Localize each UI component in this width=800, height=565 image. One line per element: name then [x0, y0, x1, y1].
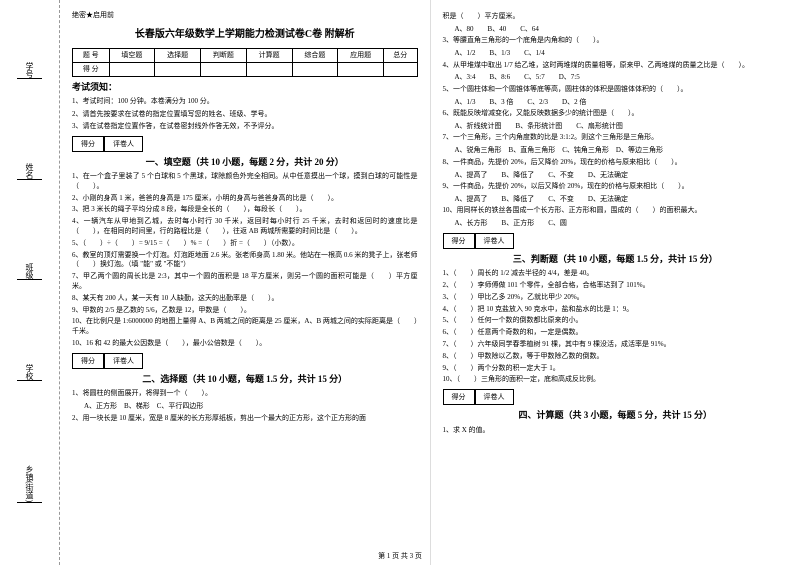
score-6 — [338, 62, 384, 76]
scorebox-3: 得分 评卷人 — [443, 233, 789, 249]
q1-6: 6、教室的顶灯需要换一个灯泡。灯泡距地面 2.6 米。张老师身高 1.80 米。… — [72, 251, 418, 271]
content-columns: 绝密★启用前 长春版六年级数学上学期能力检测试卷C卷 附解析 题 号 填空题 选… — [60, 0, 800, 565]
section4-title: 四、计算题（共 3 小题，每题 5 分，共计 15 分） — [443, 409, 789, 423]
sb-b: 评卷人 — [104, 136, 143, 152]
right-column: 积是（ ）平方厘米。 A、80 B、40 C、64 3、等腰直角三角形的一个底角… — [431, 0, 800, 565]
q2r-0o: A、80 B、40 C、64 — [455, 24, 789, 35]
score-1 — [109, 62, 155, 76]
scorebox-2: 得分 评卷人 — [72, 353, 418, 369]
q2r-8: 10、用同样长的铁丝各围成一个长方形、正方形和圆，围成的（ ）的面积最大。 — [443, 206, 789, 216]
q3-2: 2、（ ）李师傅做 101 个零件，全部合格，合格率达到了 101%。 — [443, 281, 789, 291]
binding-margin: 学号 姓名 班级 学校 乡镇(街道) — [0, 0, 60, 565]
binding-field-1: 姓名 — [17, 163, 42, 180]
q3-3: 3、（ ）甲比乙多 20%，乙就比甲少 20%。 — [443, 293, 789, 303]
binding-field-2: 班级 — [17, 263, 42, 280]
q2r-3o: A、1/3 B、3 倍 C、2/3 D、2 倍 — [455, 97, 789, 108]
q1-3: 3、把 3 米长的绳子平均分成 8 段，每段是全长的（ ），每段长（ ）。 — [72, 205, 418, 215]
q2r-1o: A、1/2 B、1/3 C、1/4 — [455, 48, 789, 59]
hdr-5: 综合题 — [292, 48, 338, 62]
notice-3: 3、请在试卷指定位置作答，在试卷密封线外作答无效，不予评分。 — [72, 121, 418, 132]
q2r-2o: A、3:4 B、8:6 C、5:7 D、7:5 — [455, 72, 789, 83]
q2r-5: 7、一个三角形，三个内角度数的比是 3:1:2。则这个三角形是三角形。 — [443, 133, 789, 143]
q1-2: 2、小刚的身高 1 米，爸爸的身高是 175 厘米，小明的身高与爸爸身高的比是（… — [72, 194, 418, 204]
q1-7: 7、甲乙两个圆的周长比是 2:3，其中一个圆的面积是 18 平方厘米，则另一个圆… — [72, 272, 418, 292]
q3-5: 5、（ ）任何一个数的倒数都比原来的小。 — [443, 316, 789, 326]
left-column: 绝密★启用前 长春版六年级数学上学期能力检测试卷C卷 附解析 题 号 填空题 选… — [60, 0, 431, 565]
q2r-5o: A、锐角三角形 B、直角三角形 C、钝角三角形 D、等边三角形 — [455, 145, 789, 156]
hdr-3: 判断题 — [201, 48, 247, 62]
sb2-b: 评卷人 — [104, 353, 143, 369]
q1-4: 4、一辆汽车从甲地到乙城，去时每小时行 30 千米，返回时每小时行 25 千米，… — [72, 217, 418, 237]
score-7 — [384, 62, 417, 76]
q3-9: 9、（ ）两个分数的积一定大于 1。 — [443, 364, 789, 374]
q1-11: 10、16 和 42 的最大公因数是（ ），最小公倍数是（ ）。 — [72, 339, 418, 349]
scorebox-4: 得分 评卷人 — [443, 389, 789, 405]
q1-1: 1、在一个盒子里装了 5 个白球和 5 个黑球，球除颜色外完全相同。从中任意摸出… — [72, 172, 418, 192]
q4-1: 1、求 X 的值。 — [443, 426, 789, 436]
sb3-a: 得分 — [443, 233, 475, 249]
section3-title: 三、判断题（共 10 小题，每题 1.5 分，共计 15 分） — [443, 253, 789, 267]
q2r-4: 6、既能反映增减变化，又能反映数据多少的统计图是（ ）。 — [443, 109, 789, 119]
hdr-2: 选择题 — [155, 48, 201, 62]
q2-1-o: A、正方形 B、梯形 C、平行四边形 — [84, 401, 418, 412]
binding-field-0: 学号 — [17, 62, 42, 79]
q1-8: 8、某天有 200 人，某一天有 10 人缺勤，这天的出勤率是（ ）。 — [72, 294, 418, 304]
score-3 — [201, 62, 247, 76]
hdr-1: 填空题 — [109, 48, 155, 62]
exam-title: 长春版六年级数学上学期能力检测试卷C卷 附解析 — [72, 27, 418, 42]
q3-1: 1、（ ）周长的 1/2 减去半径的 4/4，差是 40。 — [443, 269, 789, 279]
page-footer: 第 1 页 共 3 页 — [378, 551, 422, 561]
score-table: 题 号 填空题 选择题 判断题 计算题 综合题 应用题 总分 得 分 — [72, 48, 418, 77]
q2r-7o: A、提高了 B、降低了 C、不变 D、无法确定 — [455, 194, 789, 205]
q2r-7: 9、一件商品，先提价 20%，以后又降价 20%，现在的价格与原来相比（ ）。 — [443, 182, 789, 192]
q1-10: 10、在比例尺是 1:6000000 的地图上量得 A、B 两城之间的距离是 2… — [72, 317, 418, 337]
sb4-b: 评卷人 — [475, 389, 514, 405]
score-4 — [246, 62, 292, 76]
binding-field-4: 乡镇(街道) — [17, 465, 42, 503]
sb2-a: 得分 — [72, 353, 104, 369]
q2-1: 1、将圆柱的侧面展开，将得到一个（ ）。 — [72, 389, 418, 399]
section2-title: 二、选择题（共 10 小题，每题 1.5 分，共计 15 分） — [72, 373, 418, 387]
section1-title: 一、填空题（共 10 小题，每题 2 分，共计 20 分） — [72, 156, 418, 170]
exam-page: 学号 姓名 班级 学校 乡镇(街道) 绝密★启用前 长春版六年级数学上学期能力检… — [0, 0, 800, 565]
q2r-6: 8、一件商品，先提价 20%，后又降价 20%，现在的价格与原来相比（ ）。 — [443, 158, 789, 168]
q2r-3: 5、一个圆柱体和一个圆锥体等底等高，圆柱体的体积是圆锥体体积的（ ）。 — [443, 85, 789, 95]
q3-4: 4、（ ）把 10 克盐放入 90 克水中，盐和盐水的比是 1：9。 — [443, 305, 789, 315]
q2r-6o: A、提高了 B、降低了 C、不变 D、无法确定 — [455, 170, 789, 181]
q3-10: 10、（ ）三角形的面积一定，底和高成反比例。 — [443, 375, 789, 385]
hdr-7: 总分 — [384, 48, 417, 62]
notice-title: 考试须知： — [72, 81, 418, 95]
score-0: 得 分 — [73, 62, 110, 76]
secret-label: 绝密★启用前 — [72, 10, 418, 21]
q2-2: 2、用一块长是 10 厘米，宽是 8 厘米的长方形厚纸板，剪出一个最大的正方形，… — [72, 414, 418, 424]
hdr-4: 计算题 — [246, 48, 292, 62]
q3-8: 8、（ ）甲数除以乙数，等于甲数除乙数的倒数。 — [443, 352, 789, 362]
q3-6: 6、（ ）任意两个奇数的和，一定是偶数。 — [443, 328, 789, 338]
q1-5: 5、（ ）÷（ ）= 9/15 =（ ）% =（ ）折 =（ ）（小数）。 — [72, 239, 418, 249]
notice-2: 2、请首先按要求在试卷的指定位置填写您的姓名、班级、学号。 — [72, 109, 418, 120]
sb-a: 得分 — [72, 136, 104, 152]
q2r-2: 4、从甲堆煤中取出 1/7 给乙堆，这时两堆煤的质量相等，原来甲、乙两堆煤的质量… — [443, 61, 789, 71]
binding-field-3: 学校 — [17, 364, 42, 381]
sb3-b: 评卷人 — [475, 233, 514, 249]
sb4-a: 得分 — [443, 389, 475, 405]
notice-1: 1、考试时间：100 分钟。本卷满分为 100 分。 — [72, 96, 418, 107]
q3-7: 7、（ ）六年级同学春季植树 91 棵，其中有 9 棵没活，成活率是 91%。 — [443, 340, 789, 350]
scorebox-1: 得分 评卷人 — [72, 136, 418, 152]
q2r-0: 积是（ ）平方厘米。 — [443, 12, 789, 22]
q2r-1: 3、等腰直角三角形的一个底角是内角和的（ ）。 — [443, 36, 789, 46]
score-2 — [155, 62, 201, 76]
q2r-4o: A、折线统计图 B、条形统计图 C、扇形统计图 — [455, 121, 789, 132]
hdr-6: 应用题 — [338, 48, 384, 62]
hdr-0: 题 号 — [73, 48, 110, 62]
q2r-8o: A、长方形 B、正方形 C、圆 — [455, 218, 789, 229]
score-5 — [292, 62, 338, 76]
q1-9: 9、甲数的 2/5 是乙数的 5/6，乙数是 12，甲数是（ ）。 — [72, 306, 418, 316]
